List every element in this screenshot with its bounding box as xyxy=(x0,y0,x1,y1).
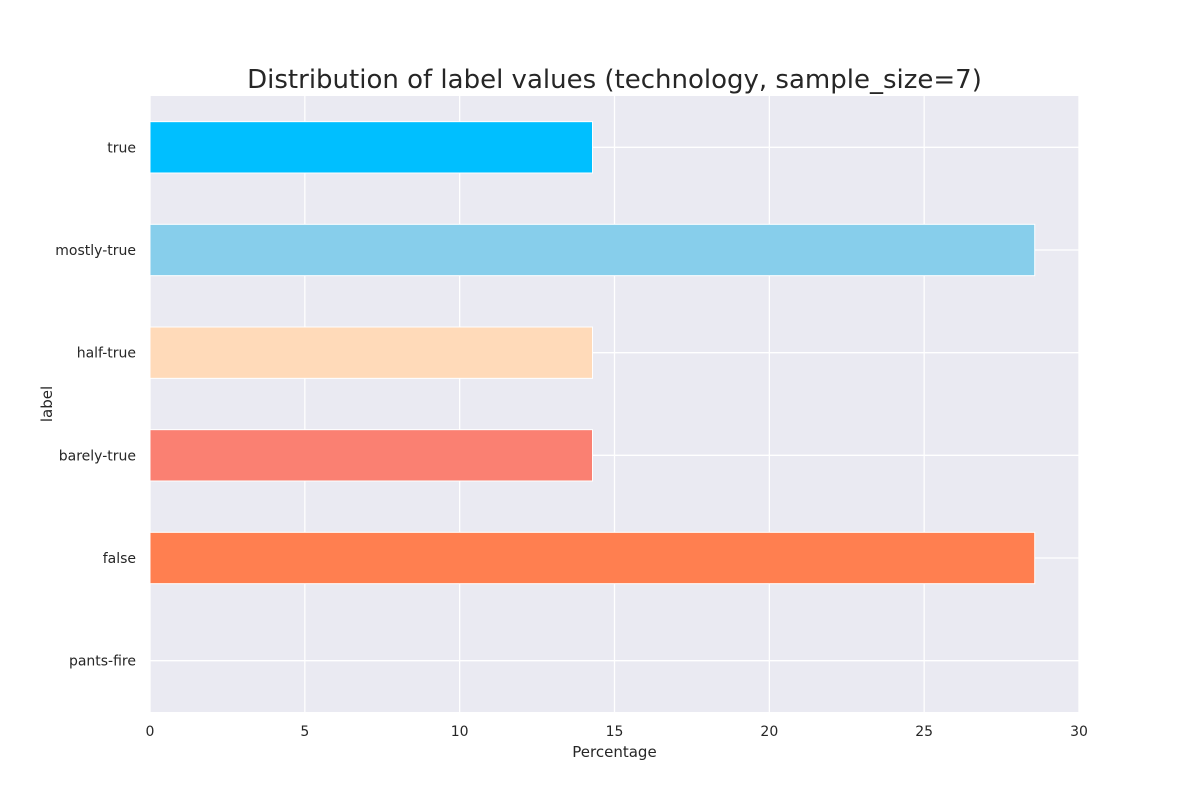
x-tick-label: 30 xyxy=(1070,724,1088,740)
bar-mostly-true xyxy=(149,223,1036,277)
x-tick-labels: 0 5 10 15 20 25 30 xyxy=(146,724,1088,740)
y-tick-label: true xyxy=(107,140,136,156)
bar-half-true xyxy=(149,326,594,379)
x-tick-label: 20 xyxy=(760,724,778,740)
y-tick-label: barely-true xyxy=(59,448,136,464)
y-tick-label: pants-fire xyxy=(69,654,136,670)
bars xyxy=(149,121,1036,585)
chart-title: Distribution of label values (technology… xyxy=(247,65,982,95)
y-axis-label: label xyxy=(38,386,56,422)
bar-barely-true xyxy=(149,429,594,482)
bar-false xyxy=(149,531,1036,585)
y-tick-label: false xyxy=(103,551,136,567)
y-tick-label: half-true xyxy=(77,346,136,362)
x-tick-label: 10 xyxy=(451,724,469,740)
x-axis-label: Percentage xyxy=(572,743,656,761)
x-tick-label: 25 xyxy=(915,724,933,740)
x-tick-label: 5 xyxy=(300,724,309,740)
y-tick-labels: true mostly-true half-true barely-true false… xyxy=(55,140,136,669)
x-tick-label: 0 xyxy=(146,724,155,740)
bar-true xyxy=(149,121,594,174)
x-tick-label: 15 xyxy=(606,724,624,740)
y-tick-label: mostly-true xyxy=(55,243,136,259)
